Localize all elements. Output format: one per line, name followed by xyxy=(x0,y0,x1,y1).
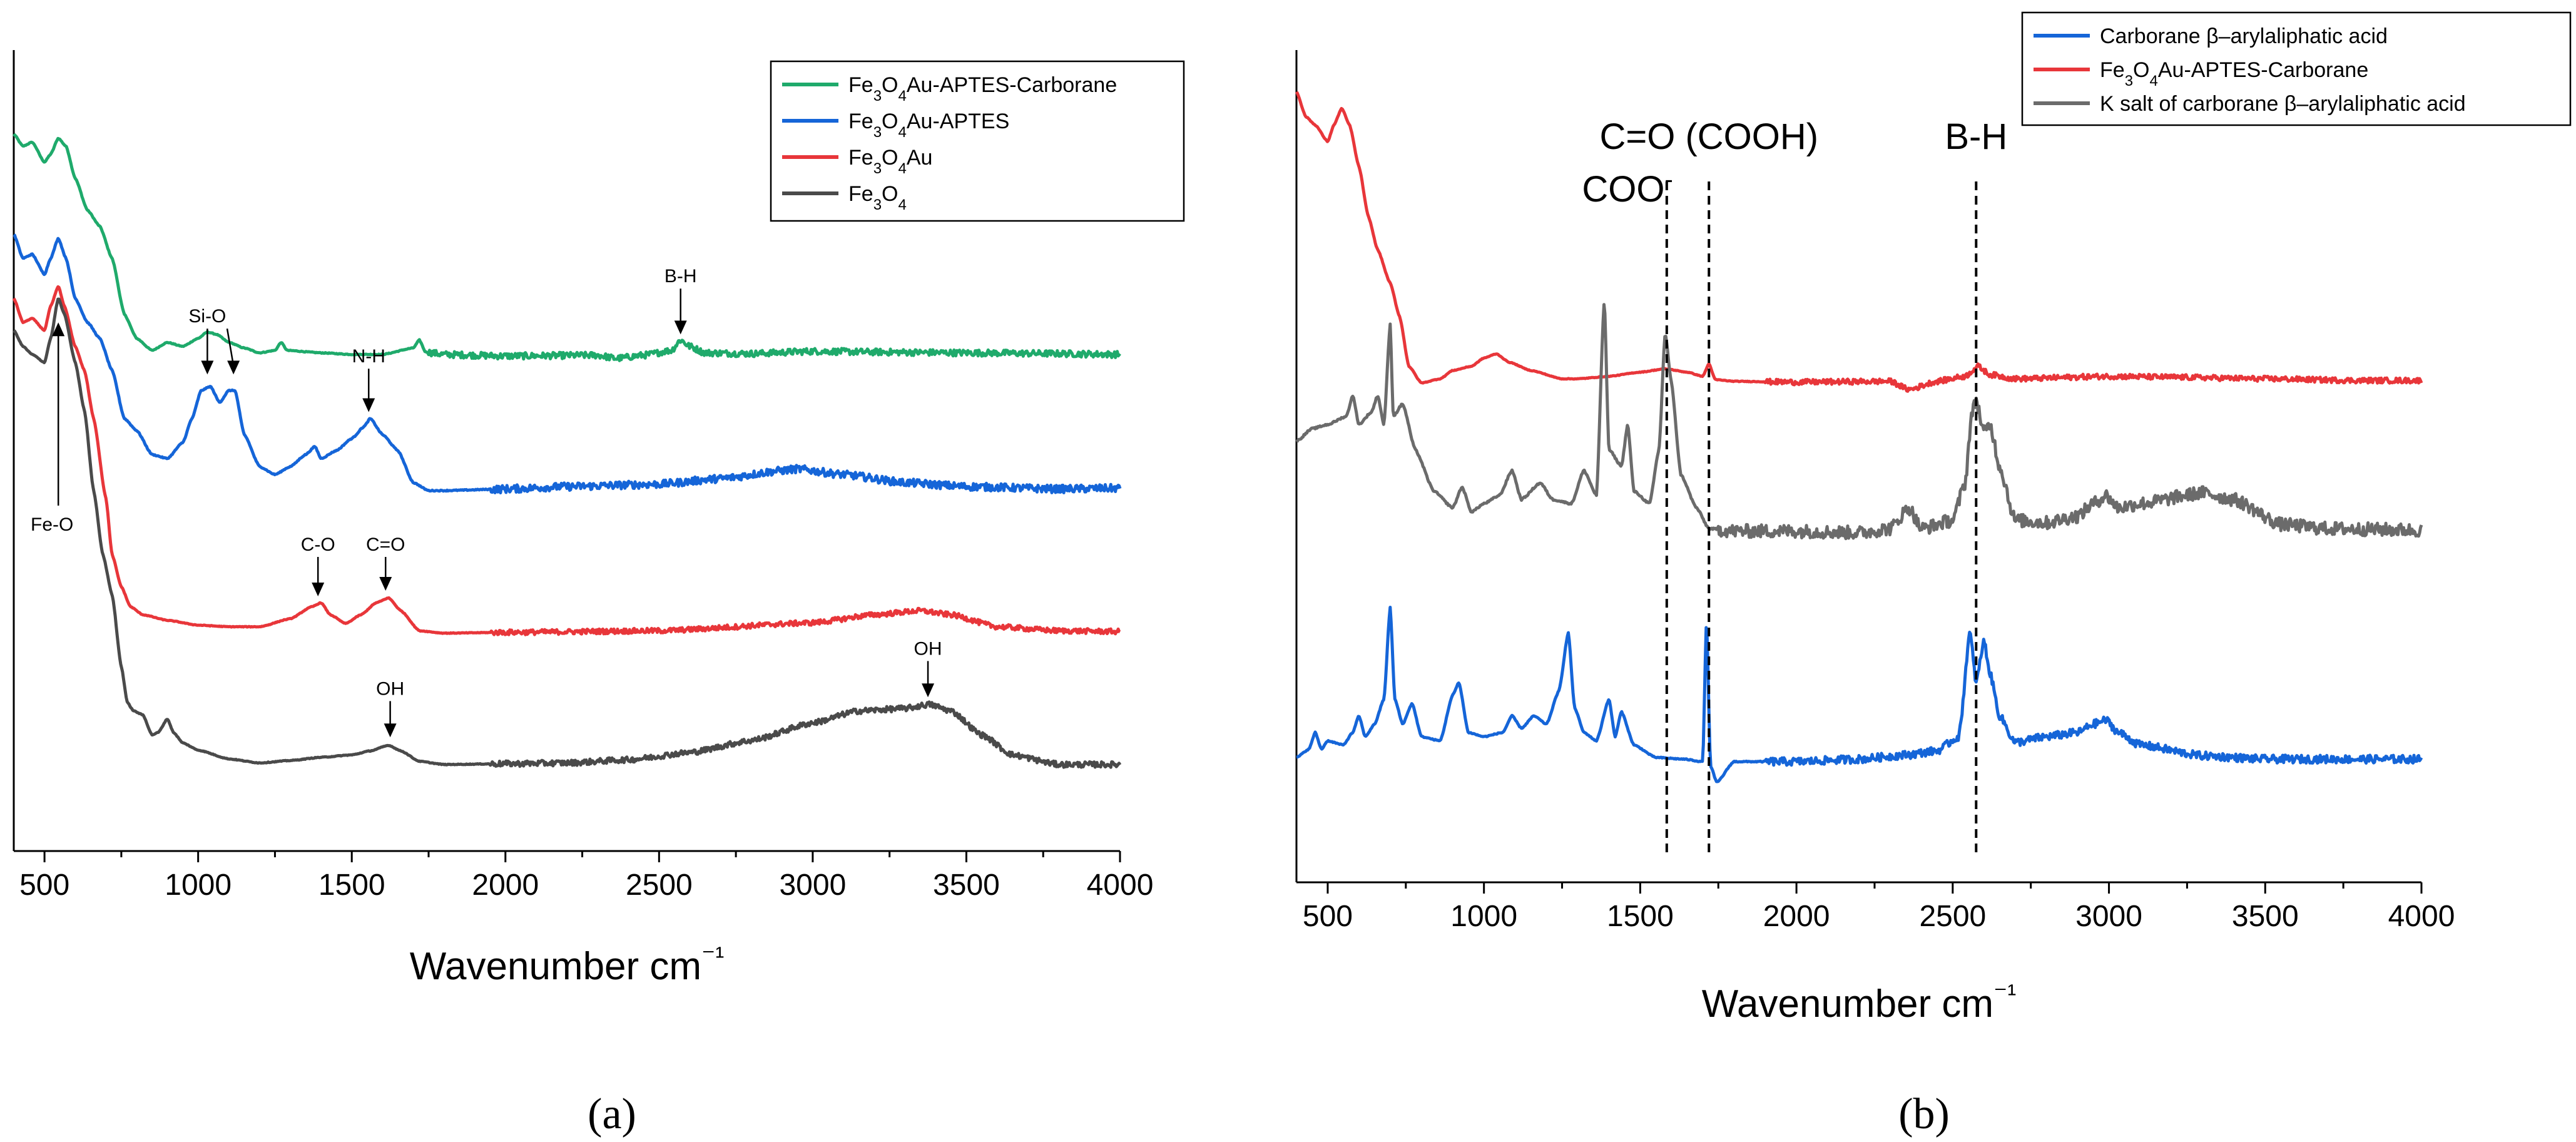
series-line-fe3o4au xyxy=(12,285,1121,636)
series-line-k-salt-of-carborane-beta-arylaliphatic-acid xyxy=(1295,303,2423,541)
panel-b-label: (b) xyxy=(1898,1090,1950,1138)
arrow-head-icon xyxy=(674,320,687,335)
legend-entry-label: K salt of carborane β–arylaliphatic acid xyxy=(2100,92,2466,116)
annotation-label: N-H xyxy=(352,346,385,367)
arrow-head-icon xyxy=(52,322,65,337)
arrow-head-icon xyxy=(201,360,214,375)
series-group xyxy=(1295,91,2423,783)
x-tick-label: 500 xyxy=(19,869,69,902)
legend-entry-label: Fe3O4Au-APTES-Carborane xyxy=(848,73,1117,105)
x-tick-label: 2500 xyxy=(626,869,693,902)
x-tick-label: 3000 xyxy=(779,869,846,902)
series-group xyxy=(12,133,1122,769)
x-tick-label: 4000 xyxy=(2388,900,2455,933)
series-line-fe3o4au-aptes-carborane xyxy=(13,133,1121,362)
legend-box xyxy=(770,60,1185,222)
arrow-head-icon xyxy=(384,723,397,738)
arrow-head-icon xyxy=(227,360,240,375)
axes: 500 1000 1500 2000 2500 3000 3500 4000 Wavenumbe… xyxy=(13,50,1154,989)
annotation-label: C-O xyxy=(301,534,335,555)
arrow-head-icon xyxy=(922,683,935,698)
legend-entry-label: Carborane β–arylaliphatic acid xyxy=(2100,24,2388,48)
annotation-label: OH xyxy=(914,638,942,659)
legend-entry-label: Fe3O4Au xyxy=(848,146,932,177)
legend-box xyxy=(2021,11,2572,126)
reference-lines: COO- C=O (COOH) B-H xyxy=(1582,116,2007,854)
x-tick-label: 3000 xyxy=(2075,900,2142,933)
reference-line-label: COO- xyxy=(1582,166,1672,210)
axes: 500 1000 1500 2000 2500 3000 3500 4000 Wavenumbe… xyxy=(1295,50,2455,1026)
series-line-fe3o4au-aptes xyxy=(13,233,1122,494)
x-tick-label: 3500 xyxy=(2232,900,2299,933)
annotation-label: OH xyxy=(376,678,404,699)
annotation-label: Si-O xyxy=(188,306,226,327)
arrow-head-icon xyxy=(379,577,392,591)
x-tick-label: 3500 xyxy=(933,869,1000,902)
x-tick-label: 2500 xyxy=(1919,900,1986,933)
x-tick-label: 2000 xyxy=(472,869,539,902)
legend: Fe3O4Au-APTES-Carborane Fe3O4Au-APTES Fe3O… xyxy=(770,60,1185,222)
annotation-arrow xyxy=(226,328,235,366)
x-axis-label: Wavenumber cm⁻¹ xyxy=(410,941,724,989)
legend-entry-label: Fe3O4Au-APTES xyxy=(848,110,1009,141)
x-axis-label: Wavenumber cm⁻¹ xyxy=(1702,979,2016,1026)
annotations: B-H Si-O N-H C-O C=O OH OH Fe-O xyxy=(31,266,942,738)
annotation-label: C=O xyxy=(366,534,405,555)
panel-a-chart: 500 1000 1500 2000 2500 3000 3500 4000 Wavenumbe… xyxy=(12,50,1185,989)
x-tick-label: 2000 xyxy=(1763,900,1830,933)
legend-entry-label: Fe3O4Au-APTES-Carborane xyxy=(2100,58,2368,89)
annotation-label: Fe-O xyxy=(31,514,73,535)
series-line-carborane-beta-arylaliphatic-acid xyxy=(1296,606,2423,783)
arrow-head-icon xyxy=(362,398,375,412)
x-tick-label: 1500 xyxy=(318,869,385,902)
legend-entry-label: Fe3O4 xyxy=(848,182,907,213)
x-tick-label: 1000 xyxy=(165,869,232,902)
x-tick-label: 1500 xyxy=(1607,900,1674,933)
panel-a-label: (a) xyxy=(588,1090,636,1138)
reference-line-label: C=O (COOH) xyxy=(1599,116,1818,157)
series-line-fe3o4au-aptes-carborane xyxy=(1295,91,2423,393)
legend: Carborane β–arylaliphatic acid Fe3O4Au-AP… xyxy=(2021,11,2572,126)
panel-b-chart: 500 1000 1500 2000 2500 3000 3500 4000 Wavenumbe… xyxy=(1295,11,2572,1026)
x-tick-label: 500 xyxy=(1303,900,1353,933)
x-tick-label: 1000 xyxy=(1450,900,1517,933)
arrow-head-icon xyxy=(312,582,325,596)
series-line-fe3o4 xyxy=(13,297,1122,769)
reference-line-label: B-H xyxy=(1945,116,2007,157)
x-tick-label: 4000 xyxy=(1087,869,1154,902)
annotation-label: B-H xyxy=(664,266,697,287)
